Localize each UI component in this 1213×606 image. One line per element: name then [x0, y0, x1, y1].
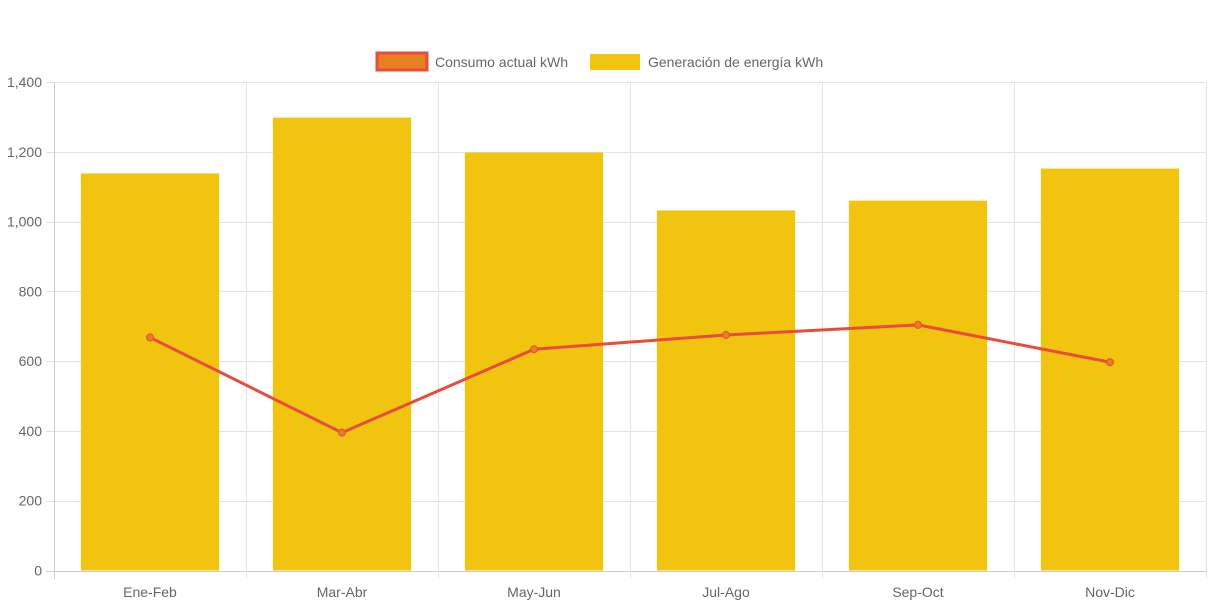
y-tick-label: 1,000	[7, 214, 42, 230]
line-point[interactable]	[530, 345, 538, 354]
legend: Consumo actual kWh Generación de energía…	[375, 51, 823, 72]
bar[interactable]	[1040, 168, 1180, 571]
y-tick-label: 200	[19, 493, 43, 509]
legend-item-generacion[interactable]: Generación de energía kWh	[590, 54, 823, 70]
y-tick-label: 800	[19, 283, 43, 299]
line-point[interactable]	[1106, 358, 1114, 367]
x-tick-label: May-Jun	[507, 584, 561, 600]
x-tick-label: Ene-Feb	[123, 584, 177, 600]
legend-label-generacion: Generación de energía kWh	[648, 54, 823, 70]
line-point[interactable]	[146, 333, 154, 342]
line-point[interactable]	[722, 330, 730, 339]
y-tick-label: 1,200	[7, 144, 42, 160]
line-point[interactable]	[914, 320, 922, 329]
bar-series	[80, 117, 1180, 571]
line-point[interactable]	[338, 428, 346, 437]
legend-item-consumo[interactable]: Consumo actual kWh	[375, 51, 568, 72]
bar[interactable]	[272, 117, 412, 571]
x-tick-label: Sep-Oct	[892, 584, 943, 600]
bar[interactable]	[656, 210, 796, 571]
y-tick-label: 1,400	[7, 74, 42, 90]
x-tick-label: Jul-Ago	[702, 584, 750, 600]
bar[interactable]	[80, 173, 220, 571]
y-tick-label: 0	[34, 563, 42, 579]
y-tick-label: 400	[19, 423, 43, 439]
x-axis: Ene-Feb Mar-Abr May-Jun Jul-Ago Sep-Oct Nov-D…	[123, 584, 1135, 600]
line-series	[146, 320, 1114, 437]
legend-label-consumo: Consumo actual kWh	[435, 54, 568, 70]
y-axis: 0 200 400 600 800 1,000 1,200 1,400	[7, 74, 42, 579]
bar[interactable]	[464, 152, 604, 571]
y-tick-label: 600	[19, 353, 43, 369]
bar[interactable]	[848, 200, 988, 571]
grid	[46, 82, 1207, 579]
line-path	[149, 323, 1111, 435]
x-tick-label: Nov-Dic	[1085, 584, 1135, 600]
x-tick-label: Mar-Abr	[317, 584, 368, 600]
legend-swatch-consumo	[375, 51, 429, 72]
legend-swatch-generacion	[590, 54, 640, 70]
